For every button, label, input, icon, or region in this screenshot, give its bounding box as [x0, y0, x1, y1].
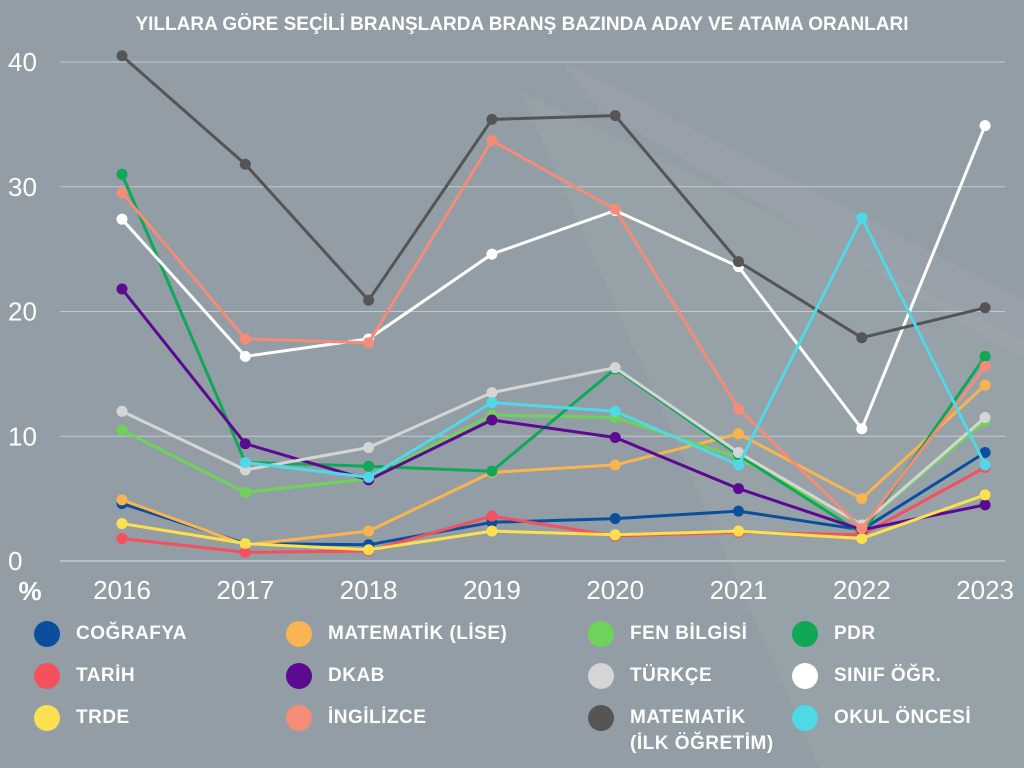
y-gridlines [60, 61, 1005, 562]
data-point [856, 493, 868, 505]
data-point [116, 213, 128, 225]
data-point [609, 513, 621, 525]
x-tick-label: 2019 [463, 575, 521, 605]
x-tick-label: 2023 [956, 575, 1014, 605]
data-point [979, 459, 991, 471]
series-8 [116, 489, 991, 556]
data-point [239, 438, 251, 450]
data-point [116, 518, 128, 530]
data-point [239, 158, 251, 170]
data-point [979, 489, 991, 501]
x-tick-label: 2017 [216, 575, 274, 605]
data-point [116, 50, 128, 62]
data-point [733, 256, 744, 268]
data-point [363, 337, 375, 349]
series-line [121, 54, 986, 340]
series-11 [239, 212, 991, 483]
data-point [856, 212, 868, 224]
data-point [239, 486, 251, 498]
data-point [609, 529, 621, 541]
data-point [239, 546, 251, 558]
data-point [609, 459, 621, 471]
data-point [486, 510, 498, 522]
chart-title: YILLARA GÖRE SEÇİLİ BRANŞLARDA BRANŞ BAZ… [135, 14, 908, 35]
x-tick-label: 2022 [833, 575, 891, 605]
series-line [120, 139, 987, 531]
series-lines [116, 50, 991, 558]
data-point [979, 120, 991, 132]
series-line [121, 466, 986, 554]
data-point [486, 525, 498, 537]
data-point [239, 456, 251, 468]
data-point [733, 483, 744, 495]
data-point [486, 387, 498, 399]
data-point [609, 362, 621, 374]
data-point [733, 446, 744, 458]
data-point [116, 424, 128, 436]
data-point [733, 403, 744, 415]
data-point [979, 379, 991, 391]
data-point [239, 538, 251, 550]
data-point [486, 135, 498, 147]
data-point [363, 441, 375, 453]
data-point [363, 294, 375, 306]
series-line [120, 173, 987, 536]
data-point [486, 397, 498, 409]
data-point [363, 460, 375, 472]
data-point [979, 302, 991, 314]
data-point [116, 283, 128, 295]
y-tick-label: 20 [8, 297, 37, 327]
data-point [856, 533, 868, 545]
series-line [120, 125, 987, 431]
y-tick-label: 30 [8, 172, 37, 202]
data-point [733, 525, 744, 537]
y-tick-label: 0 [8, 546, 22, 576]
data-point [116, 494, 128, 506]
data-point [116, 533, 128, 545]
x-tick-label: 2016 [93, 575, 151, 605]
data-point [856, 423, 868, 435]
data-point [979, 350, 991, 362]
x-tick-label: 2020 [586, 575, 644, 605]
series-10 [116, 50, 991, 344]
data-point [239, 333, 251, 345]
data-point [239, 350, 251, 362]
data-point [609, 431, 621, 443]
data-point [733, 505, 744, 517]
x-tick-label: 2018 [340, 575, 398, 605]
data-point [733, 428, 744, 440]
series-line [121, 493, 986, 552]
data-point [116, 168, 128, 180]
data-point [486, 113, 498, 125]
data-point [979, 446, 991, 458]
data-point [363, 525, 375, 537]
data-point [609, 110, 621, 122]
y-axis-ticks: 0 10 20 30 40 [8, 47, 37, 576]
data-point [609, 203, 621, 215]
data-point [609, 405, 621, 417]
x-axis-ticks: 2016 2017 2018 2019 2020 2021 2022 2023 [93, 575, 1014, 605]
series-line [121, 383, 987, 547]
data-point [363, 471, 375, 483]
data-point [979, 499, 991, 511]
y-tick-label: 10 [8, 421, 37, 451]
data-point [979, 360, 991, 372]
data-point [486, 465, 498, 477]
data-point [856, 332, 868, 344]
data-point [116, 405, 128, 417]
data-point [363, 544, 375, 556]
data-point [979, 412, 991, 424]
series-line [120, 288, 986, 532]
y-tick-label: 40 [8, 47, 37, 77]
series-9 [116, 135, 991, 535]
data-point [486, 414, 498, 426]
data-point [856, 523, 868, 535]
data-point [116, 187, 128, 199]
data-point [486, 248, 498, 260]
data-point [733, 459, 744, 471]
x-tick-label: 2021 [710, 575, 768, 605]
y-axis-label: % [18, 576, 41, 606]
